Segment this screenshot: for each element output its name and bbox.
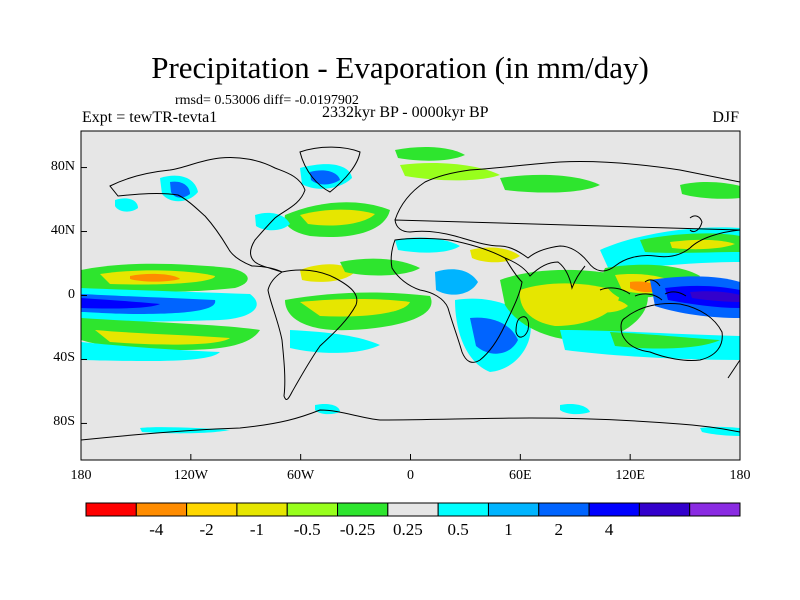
colorbar-label: -4 — [149, 520, 164, 539]
field-patch — [95, 330, 230, 345]
field-patch — [290, 330, 380, 353]
field-patch — [81, 342, 220, 362]
map-plot-area — [81, 131, 740, 460]
colorbar-label: 1 — [504, 520, 513, 539]
colorbar-swatch — [387, 502, 439, 517]
field-patch — [81, 298, 160, 309]
field-patch — [560, 403, 590, 415]
colorbar-label: 4 — [604, 520, 614, 539]
coastline-indonesia — [599, 279, 687, 301]
field-patch — [255, 212, 290, 231]
field-patch — [400, 163, 500, 181]
colorbar-label: -2 — [199, 520, 214, 539]
x-tick-label: 0 — [407, 468, 414, 483]
field-patch — [115, 198, 138, 212]
field-patch — [395, 147, 465, 161]
y-tick-label: 40N — [50, 222, 75, 238]
y-tick-label: 80N — [50, 158, 75, 174]
field-patch — [690, 291, 740, 302]
field-patch — [680, 182, 740, 199]
axis-ticks — [80, 167, 741, 460]
x-tick-label: 60E — [509, 468, 532, 483]
coastline-madagascar — [515, 316, 529, 338]
colorbar-swatch — [85, 502, 137, 517]
coastline-eurasia — [394, 160, 740, 272]
colorbar-swatch — [236, 502, 288, 517]
field-patch — [700, 426, 740, 436]
field-patch — [300, 264, 355, 282]
season-label: DJF — [712, 109, 739, 126]
x-tick-label: 120E — [615, 468, 645, 483]
stats-line: rmsd= 0.53006 diff= -0.0197902 — [175, 93, 359, 108]
x-tick-label: 60W — [287, 468, 315, 483]
field-patch — [170, 181, 190, 198]
colorbar-swatch — [135, 502, 188, 517]
coastline-greenland — [299, 146, 361, 193]
field-patch — [470, 317, 518, 354]
field-patch — [580, 298, 628, 313]
coastline-south-asia — [504, 257, 586, 290]
coastline-africa — [390, 238, 523, 363]
field-patch — [130, 273, 180, 282]
colorbar-label: 2 — [554, 520, 564, 539]
colorbar-swatch — [286, 502, 339, 517]
coastlines — [81, 146, 740, 441]
field-patch — [670, 239, 735, 250]
x-tick-label: 180 — [70, 468, 92, 483]
colorbar-label: 0.25 — [392, 520, 423, 539]
coastline-japan — [689, 215, 703, 233]
colorbar-swatch — [437, 502, 489, 517]
field-patch — [340, 258, 420, 276]
field-patch — [435, 269, 478, 295]
colorbar-label: -1 — [249, 520, 264, 539]
colorbar-swatch — [588, 502, 640, 517]
field-patch — [610, 332, 720, 349]
field-patch — [519, 283, 620, 326]
x-tick-label: 120W — [173, 468, 208, 483]
x-tick-label: 180 — [729, 468, 751, 483]
coastline-antarctica — [81, 409, 740, 441]
coastline-new-zealand — [727, 359, 740, 379]
colorbar-label: 0.5 — [447, 520, 469, 539]
field-patch — [500, 174, 600, 193]
colorbar-label: -0.25 — [339, 520, 376, 539]
colorbar-swatch — [638, 502, 691, 517]
colorbar-swatch — [337, 502, 389, 517]
map-title: Precipitation - Evaporation (in mm/day) — [151, 50, 649, 85]
coastline-south-america — [267, 269, 358, 400]
field-patch — [310, 170, 340, 185]
colorbar — [85, 502, 741, 517]
y-tick-label: 40S — [53, 350, 75, 366]
colorbar-swatch — [538, 502, 590, 517]
y-tick-label: 80S — [53, 414, 75, 430]
field-patch — [140, 427, 230, 434]
field-patch — [395, 237, 460, 253]
colorbar-swatch — [689, 502, 741, 517]
colorbar-swatch — [487, 502, 540, 517]
colorbar-swatch — [186, 502, 238, 517]
coastline-north-america — [109, 157, 306, 273]
field-patch — [300, 209, 375, 226]
colorbar-label: -0.5 — [293, 520, 321, 539]
experiment-label: Expt = tewTR-tevta1 — [82, 109, 218, 126]
y-tick-label: 0 — [68, 286, 75, 302]
period-label: 2332kyr BP - 0000kyr BP — [322, 104, 489, 121]
coastline-australia — [620, 303, 723, 361]
